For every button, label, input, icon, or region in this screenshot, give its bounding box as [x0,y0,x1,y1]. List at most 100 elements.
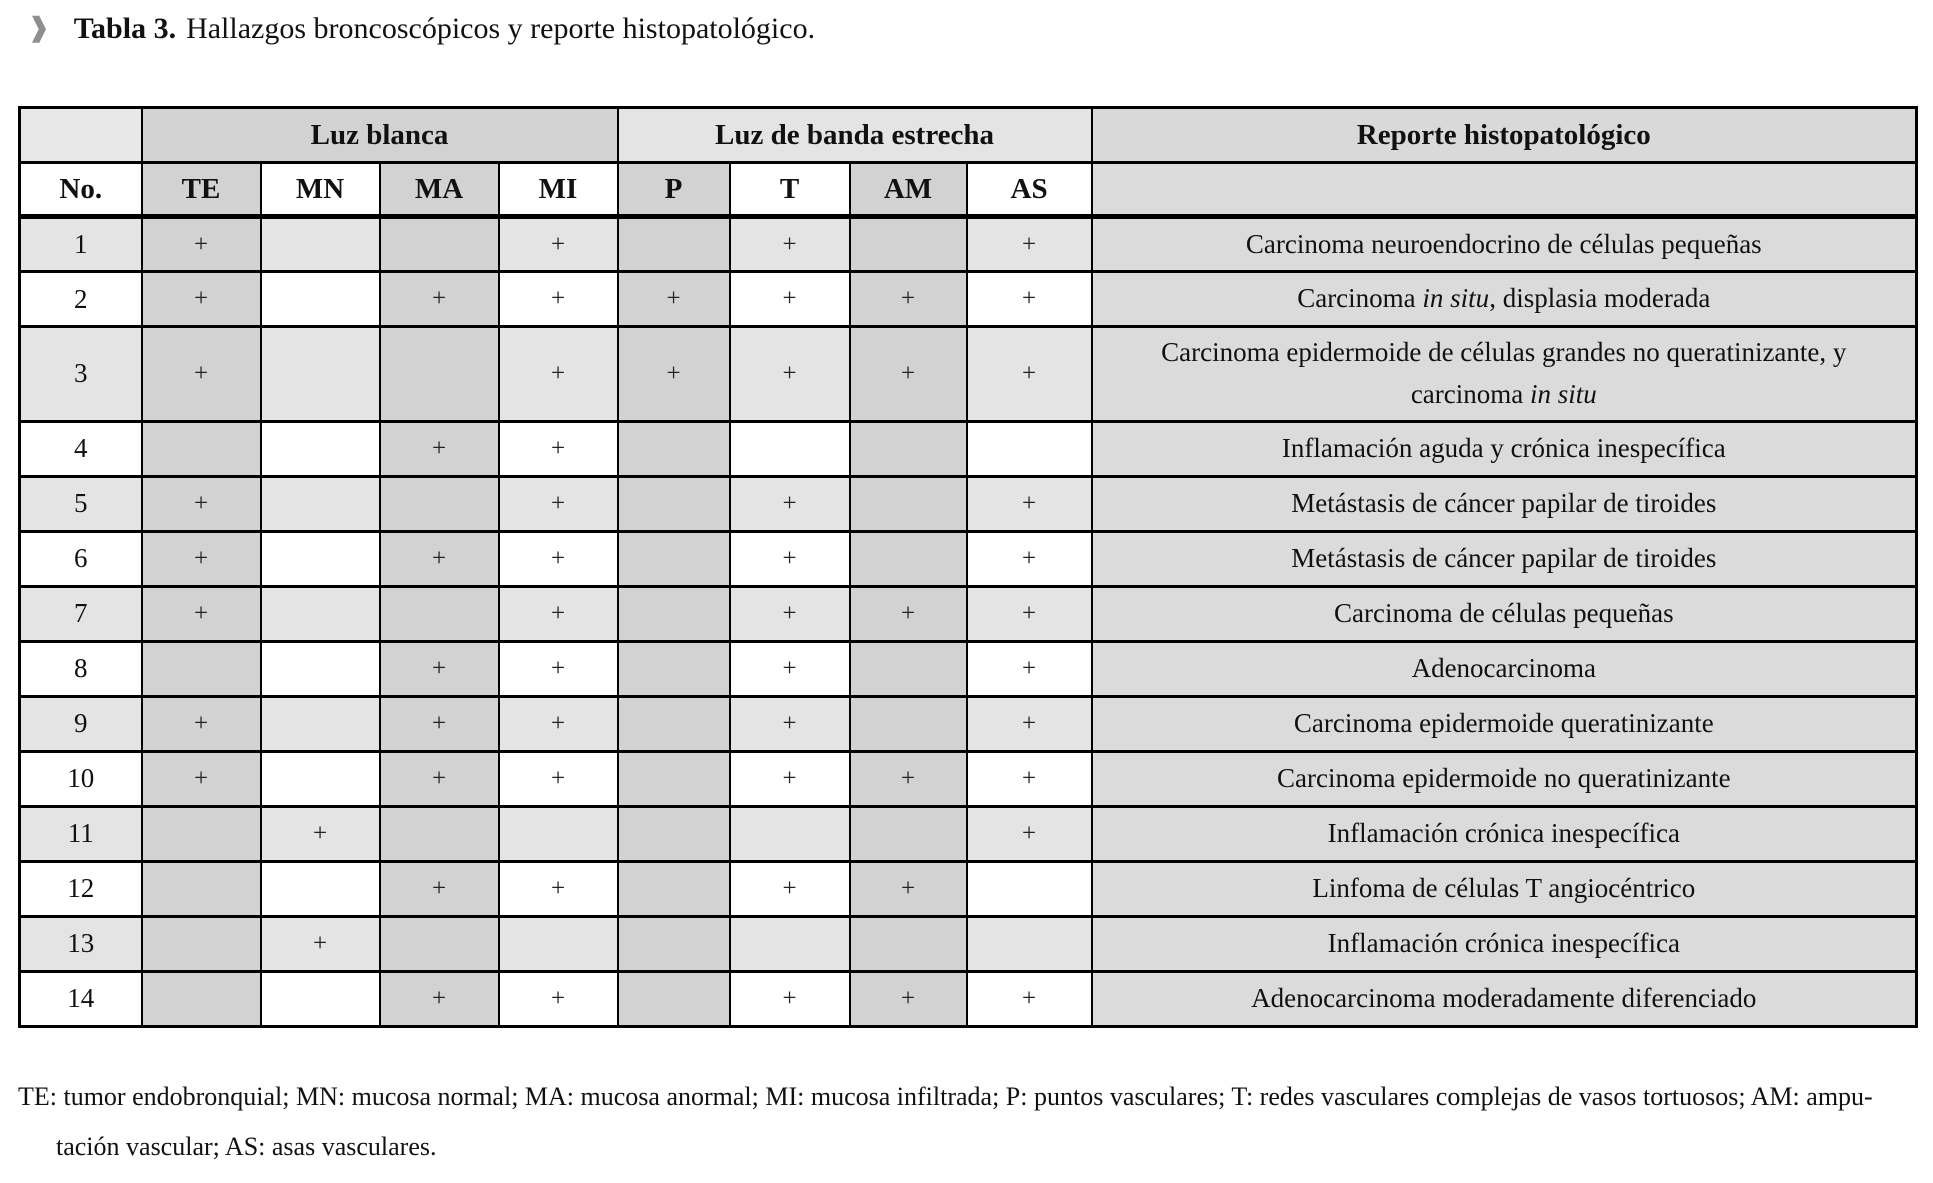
report-cell: Linfoma de células T angiocéntrico [1090,859,1918,918]
footnote-line-2: tación vascular; AS: asas vasculares. [56,1132,437,1161]
row-number: 2 [18,270,143,328]
mark-cell-p [616,529,731,588]
mark-cell-t: + [728,325,851,423]
mark-cell-mi: + [497,749,619,808]
report-cell: Carcinoma in situ, displasia moderada [1090,270,1918,328]
group-header-banda-estrecha: Luz de banda estrecha [616,106,1093,164]
report-cell: Carcinoma de células pequeñas [1090,584,1918,643]
mark-cell-ma: + [378,749,500,808]
report-text-italic: in situ [1422,283,1490,314]
mark-cell-mi: + [497,859,619,918]
mark-cell-am [848,474,968,533]
table-row: 11 + + Inflamación crónica inespecífica [18,804,1918,863]
mark-cell-am: + [848,969,968,1028]
report-cell: Inflamación crónica inespecífica [1090,914,1918,973]
mark-cell-as [965,914,1093,973]
mark-cell-te: + [140,584,262,643]
report-cell: Adenocarcinoma moderadamente diferenciad… [1090,969,1918,1028]
mark-cell-as: + [965,270,1093,328]
mark-cell-mi: + [497,474,619,533]
mark-cell-as: + [965,694,1093,753]
report-text: Metástasis de cáncer papilar de tiroides [1291,542,1717,573]
table-row: 2 + + + + + + + Carcinoma in situ, displasia mod… [18,270,1918,328]
mark-cell-mn [259,639,381,698]
table-row: 1 + + + + Carcinoma neuroendocrino de células… [18,215,1918,273]
mark-cell-ma: + [378,529,500,588]
mark-cell-am: + [848,584,968,643]
table-row: 13 + Inflamación crónica inespecífica [18,914,1918,973]
mark-cell-as [965,859,1093,918]
mark-cell-mn [259,419,381,478]
mark-cell-mi: + [497,584,619,643]
row-number: 3 [18,325,143,423]
mark-cell-p: + [616,270,731,328]
report-text: Metástasis de cáncer papilar de tiroides [1291,487,1717,518]
report-text: Linfoma de células T angiocéntrico [1312,872,1696,903]
row-number: 14 [18,969,143,1028]
row-number: 4 [18,419,143,478]
row-number: 7 [18,584,143,643]
mark-cell-mn [259,969,381,1028]
mark-cell-ma: + [378,419,500,478]
report-cell: Metástasis de cáncer papilar de tiroides [1090,529,1918,588]
table-row: 7 + + + + + Carcinoma de células pequeñas [18,584,1918,643]
mark-cell-p [616,749,731,808]
column-header-as: AS [965,161,1093,219]
mark-cell-t [728,804,851,863]
mark-cell-t: + [728,529,851,588]
group-header-row: Luz blanca Luz de banda estrecha Reporte… [18,106,1918,164]
mark-cell-p [616,215,731,273]
mark-cell-mn [259,529,381,588]
group-header-reporte: Reporte histopatológico [1090,106,1918,164]
mark-cell-p [616,584,731,643]
row-number: 13 [18,914,143,973]
mark-cell-mn [259,694,381,753]
table-row: 4 + + Inflamación aguda y crónica inespecíf… [18,419,1918,478]
mark-cell-mi: + [497,270,619,328]
mark-cell-am [848,694,968,753]
mark-cell-te: + [140,749,262,808]
mark-cell-te: + [140,474,262,533]
mark-cell-te [140,859,262,918]
chevron-icon: ❱ [28,13,50,42]
mark-cell-as: + [965,474,1093,533]
mark-cell-t [728,419,851,478]
row-number: 5 [18,474,143,533]
report-text: , displasia moderada [1489,283,1711,314]
mark-cell-te: + [140,270,262,328]
report-cell: Carcinoma neuroendocrino de células pequ… [1090,215,1918,273]
table-row: 14 + + + + + Adenocarcinoma moderadamente dife… [18,969,1918,1028]
report-text: Adenocarcinoma [1411,652,1596,683]
report-text: Inflamación aguda y crónica inespecífica [1281,432,1726,463]
mark-cell-ma: + [378,969,500,1028]
mark-cell-te: + [140,325,262,423]
mark-cell-t: + [728,584,851,643]
mark-cell-p [616,694,731,753]
table-row: 8 + + + + Adenocarcinoma [18,639,1918,698]
mark-cell-te [140,804,262,863]
column-header-p: P [616,161,731,219]
report-cell: Metástasis de cáncer papilar de tiroides [1090,474,1918,533]
column-header-mi: MI [497,161,619,219]
mark-cell-te: + [140,215,262,273]
mark-cell-am: + [848,859,968,918]
mark-cell-t: + [728,474,851,533]
table-row: 3 + + + + + + Carcinoma epidermoide de células … [18,325,1918,423]
mark-cell-as: + [965,749,1093,808]
mark-cell-am [848,215,968,273]
mark-cell-ma: + [378,694,500,753]
mark-cell-mn: + [259,804,381,863]
caption-label: Tabla 3. [73,12,177,45]
mark-cell-mi: + [497,419,619,478]
mark-cell-ma [378,325,500,423]
mark-cell-ma: + [378,859,500,918]
mark-cell-te: + [140,694,262,753]
report-text: Adenocarcinoma moderadamente diferenciad… [1251,982,1757,1013]
mark-cell-p: + [616,325,731,423]
mark-cell-mi: + [497,639,619,698]
mark-cell-am: + [848,325,968,423]
column-header-am: AM [848,161,968,219]
mark-cell-am [848,914,968,973]
mark-cell-p [616,474,731,533]
mark-cell-mi: + [497,969,619,1028]
